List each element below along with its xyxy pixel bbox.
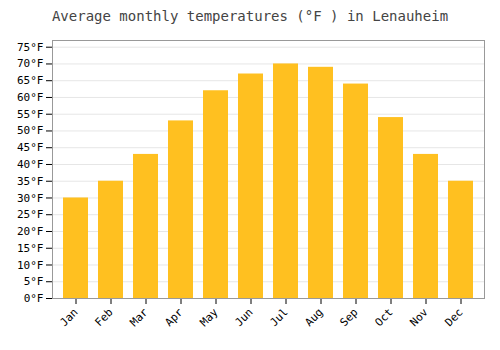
svg-text:50°F: 50°F	[17, 124, 44, 137]
svg-text:15°F: 15°F	[17, 242, 44, 255]
svg-text:Nov: Nov	[407, 305, 431, 329]
svg-text:Mar: Mar	[127, 305, 151, 329]
svg-text:Apr: Apr	[162, 305, 186, 329]
svg-text:35°F: 35°F	[17, 175, 44, 188]
svg-text:70°F: 70°F	[17, 57, 44, 70]
svg-text:Feb: Feb	[92, 306, 115, 329]
svg-text:Jun: Jun	[232, 306, 255, 329]
svg-text:65°F: 65°F	[17, 74, 44, 87]
svg-text:Jan: Jan	[57, 306, 80, 329]
svg-text:Oct: Oct	[372, 306, 395, 329]
svg-text:40°F: 40°F	[17, 158, 44, 171]
svg-text:May: May	[197, 305, 221, 329]
svg-text:55°F: 55°F	[17, 108, 44, 121]
svg-text:30°F: 30°F	[17, 192, 44, 205]
html-text:Average monthly temperatures (: Average monthly temperatures (°F ) in Le…	[51, 8, 449, 24]
svg-text:Sep: Sep	[337, 306, 360, 329]
svg-text:5°F: 5°F	[24, 275, 44, 288]
svg-text:10°F: 10°F	[17, 259, 44, 272]
svg-text:Jul: Jul	[267, 306, 290, 329]
svg-text:Dec: Dec	[442, 306, 465, 329]
svg-text:0°F: 0°F	[24, 292, 44, 305]
svg-text:Aug: Aug	[302, 306, 325, 329]
svg-text:45°F: 45°F	[17, 141, 44, 154]
svg-text:60°F: 60°F	[17, 91, 44, 104]
svg-text:25°F: 25°F	[17, 208, 44, 221]
svg-text:75°F: 75°F	[17, 41, 44, 54]
svg-text:20°F: 20°F	[17, 225, 44, 238]
